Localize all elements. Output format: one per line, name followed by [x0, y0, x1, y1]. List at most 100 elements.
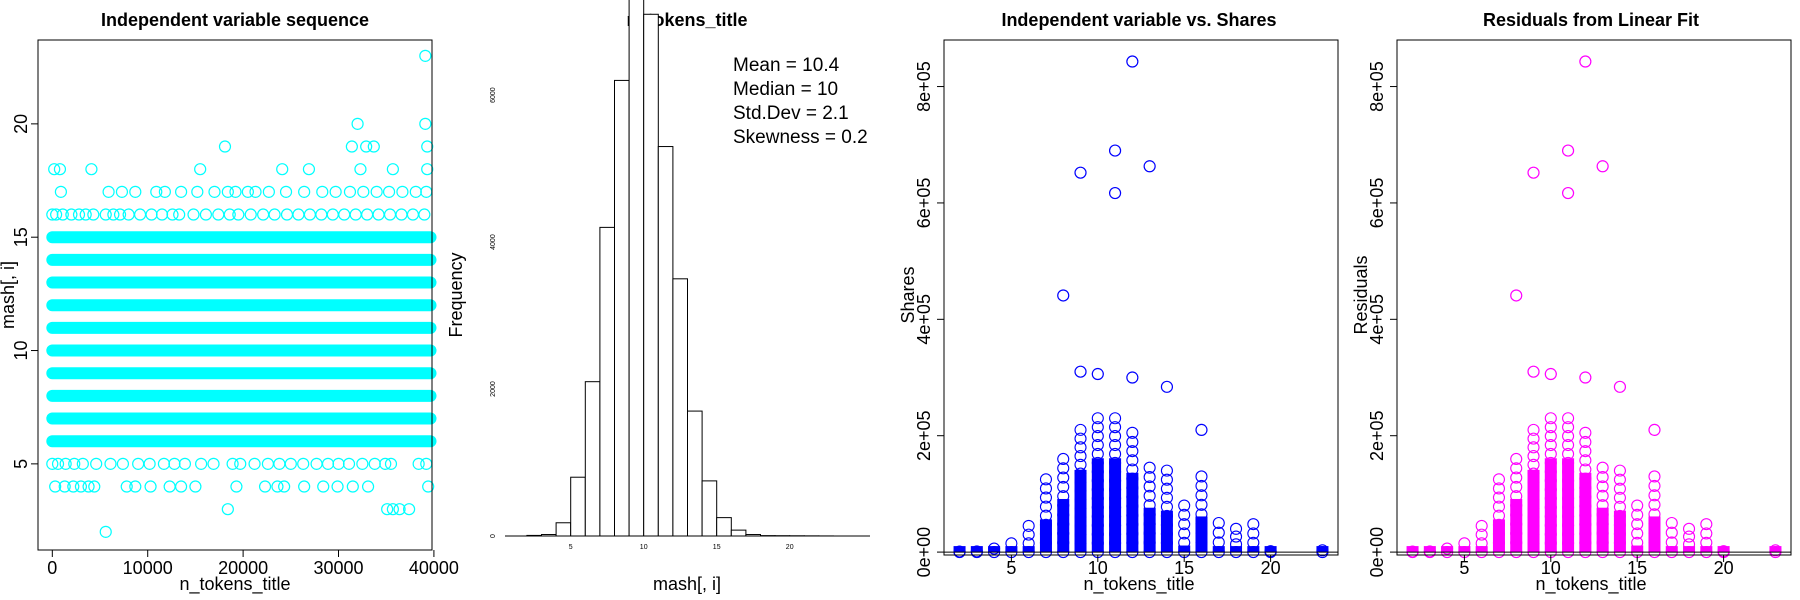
- point: [1091, 465, 1104, 478]
- point: [1074, 511, 1087, 524]
- point-y17-17: [329, 185, 342, 198]
- point: [1527, 502, 1540, 515]
- point: [1579, 445, 1592, 458]
- point: [1682, 522, 1696, 535]
- point: [1475, 528, 1488, 541]
- point: [1648, 498, 1661, 511]
- outlier-point: [1579, 55, 1592, 68]
- point-y5-26: [356, 457, 369, 470]
- point-y3-1: [381, 503, 394, 516]
- point-y5-21: [297, 457, 310, 470]
- point: [1475, 537, 1488, 550]
- dense-column: [1527, 469, 1540, 553]
- y-tick-label: 8e+05: [914, 61, 934, 112]
- y-tick-label: 8e+05: [1367, 61, 1387, 112]
- point: [1109, 430, 1122, 443]
- point: [1544, 421, 1557, 434]
- point: [1596, 499, 1609, 512]
- point: [1091, 456, 1104, 469]
- point-y17-16: [316, 185, 329, 198]
- point-y18-1: [53, 163, 67, 176]
- panel-residuals-scatter: Residuals from Linear Fit 5 10 15 20 0e+00 2e…: [1351, 10, 1792, 595]
- point: [1510, 471, 1523, 484]
- point: [1178, 536, 1191, 549]
- y-tick-label: 4000: [490, 234, 497, 250]
- point: [1562, 421, 1575, 434]
- point-y3-4: [403, 503, 416, 516]
- outlier-point: [1143, 160, 1156, 173]
- point: [1527, 528, 1540, 541]
- x-tick-label: 10000: [123, 558, 173, 578]
- histogram-bar: [599, 226, 616, 537]
- y-tick-label: 10: [11, 341, 31, 361]
- point-y5-20: [284, 457, 297, 470]
- point: [1648, 470, 1661, 483]
- point-y19-0: [218, 140, 232, 153]
- point-y17-9: [221, 185, 234, 198]
- dense-column: [1074, 469, 1087, 553]
- point: [1039, 518, 1053, 531]
- histogram-bar: [730, 529, 747, 537]
- point-y18-5: [302, 163, 316, 176]
- point-y16-16: [187, 208, 200, 221]
- x-tick-label: 5: [1006, 558, 1016, 578]
- point: [1579, 518, 1592, 531]
- outlier-point: [1160, 380, 1174, 393]
- point: [1109, 492, 1122, 505]
- point: [1458, 537, 1471, 550]
- point-y5-9: [143, 457, 156, 470]
- point: [1544, 483, 1557, 496]
- point: [1109, 501, 1122, 514]
- stat-std-dev: Std.Dev = 2.1: [733, 103, 849, 124]
- point-y16-2: [56, 208, 69, 221]
- panel-1-x-axis-label: n_tokens_title: [179, 574, 290, 595]
- point: [1074, 502, 1087, 515]
- point: [1091, 528, 1104, 541]
- dense-column: [1247, 546, 1260, 553]
- dense-column: [1648, 516, 1661, 553]
- point: [1562, 412, 1575, 425]
- dense-column: [1039, 519, 1052, 553]
- outlier-point: [1527, 166, 1540, 179]
- point-y16-3: [65, 208, 78, 221]
- point: [1022, 537, 1035, 550]
- point: [1126, 463, 1139, 476]
- point: [1212, 536, 1225, 549]
- point: [1143, 536, 1156, 549]
- point: [1126, 536, 1139, 549]
- point: [970, 545, 983, 558]
- dense-column: [1544, 458, 1557, 553]
- point: [1544, 438, 1557, 452]
- dense-column: [1316, 546, 1329, 553]
- histogram-bar: [657, 146, 674, 537]
- point: [1160, 518, 1173, 531]
- point-y17-8: [208, 185, 221, 198]
- point: [1126, 490, 1139, 504]
- y-tick-label: 4e+05: [914, 294, 934, 345]
- point-y18-7: [386, 163, 399, 176]
- point: [1544, 412, 1557, 425]
- x-tick-label: 40000: [409, 558, 459, 578]
- dense-column: [1492, 519, 1505, 553]
- dense-column: [1510, 498, 1523, 553]
- point: [1562, 483, 1575, 496]
- point: [1109, 465, 1122, 478]
- point: [1562, 519, 1575, 532]
- point: [1562, 438, 1575, 452]
- point: [1039, 491, 1053, 504]
- point: [1665, 526, 1678, 539]
- panel-1-y-axis-label: mash[, i]: [0, 261, 18, 329]
- x-tick-label: 15: [1627, 558, 1647, 578]
- point: [1562, 528, 1575, 541]
- point: [1579, 454, 1592, 467]
- point: [1648, 479, 1661, 492]
- histogram-bar: [628, 0, 645, 537]
- point: [1544, 537, 1557, 550]
- dense-column: [1212, 546, 1225, 553]
- point-y5-6: [104, 457, 117, 470]
- point-y5-13: [195, 457, 208, 470]
- point: [1544, 474, 1557, 487]
- y-tick-label: 2e+05: [914, 410, 934, 461]
